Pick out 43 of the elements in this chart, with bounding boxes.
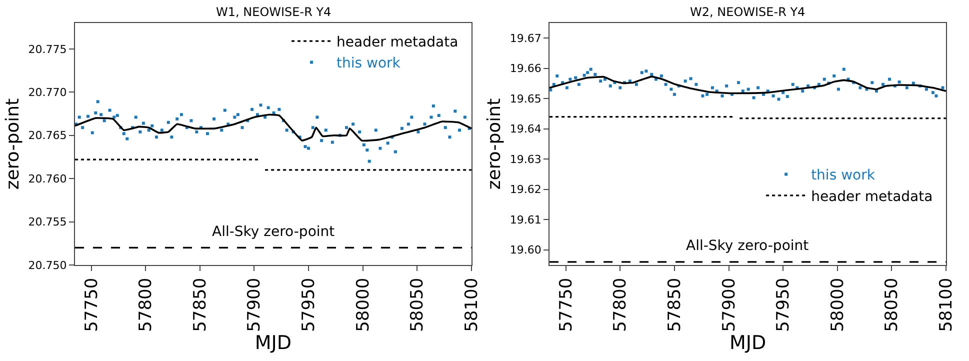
x-tick-label: 58000 [828,278,848,332]
x-tick-label: 58050 [882,278,902,332]
x-tick-label: 57950 [774,278,794,332]
y-tick-label: 19.67 [510,32,542,45]
y-tick-label: 19.60 [510,244,542,257]
ref-line-label: All-Sky zero-point [686,238,810,254]
x-tick-label: 57750 [82,278,102,332]
x-tick-label: 58050 [408,278,428,332]
x-tick-label: 57800 [610,278,631,332]
y-tick-label: 20.775 [28,42,67,56]
legend-label: this work [811,168,876,184]
line-series [75,114,472,142]
y-tick-label: 19.64 [510,122,542,136]
y-tick-label: 20.760 [28,172,67,186]
x-tick-label: 57850 [664,278,685,332]
y-tick-label: 20.765 [28,129,67,142]
y-tick-label: 19.62 [510,183,542,196]
x-tick-label: 58100 [936,278,957,332]
y-tick-label: 20.770 [28,86,67,99]
chart-title: W1, NEOWISE-R Y4 [216,5,332,19]
legend-label: header metadata [811,188,933,205]
y-tick-label: 20.755 [28,216,67,229]
y-axis-title: zero-point [484,98,506,190]
x-tick-label: 57800 [136,278,156,332]
legend-label: header metadata [336,34,458,50]
x-tick-label: 57950 [299,278,320,332]
chart-title: W2, NEOWISE-R Y4 [690,5,806,19]
x-tick-label: 58100 [462,278,482,332]
y-tick-label: 19.65 [510,92,542,106]
x-tick-label: 58000 [353,278,374,332]
x-axis-title: MJD [254,332,292,354]
x-tick-label: 57850 [190,278,210,332]
x-tick-label: 57900 [719,278,740,332]
y-tick-label: 19.63 [510,152,542,166]
x-tick-label: 57750 [556,278,576,332]
y-tick-label: 19.61 [510,213,542,226]
x-axis-title: MJD [729,332,766,354]
x-tick-label: 57900 [244,278,265,332]
ref-line-label: All-Sky zero-point [212,224,336,240]
legend-label: this work [336,56,402,72]
y-axis-title: zero-point [2,98,24,190]
y-tick-label: 19.66 [510,62,542,76]
y-tick-label: 20.750 [28,258,67,272]
